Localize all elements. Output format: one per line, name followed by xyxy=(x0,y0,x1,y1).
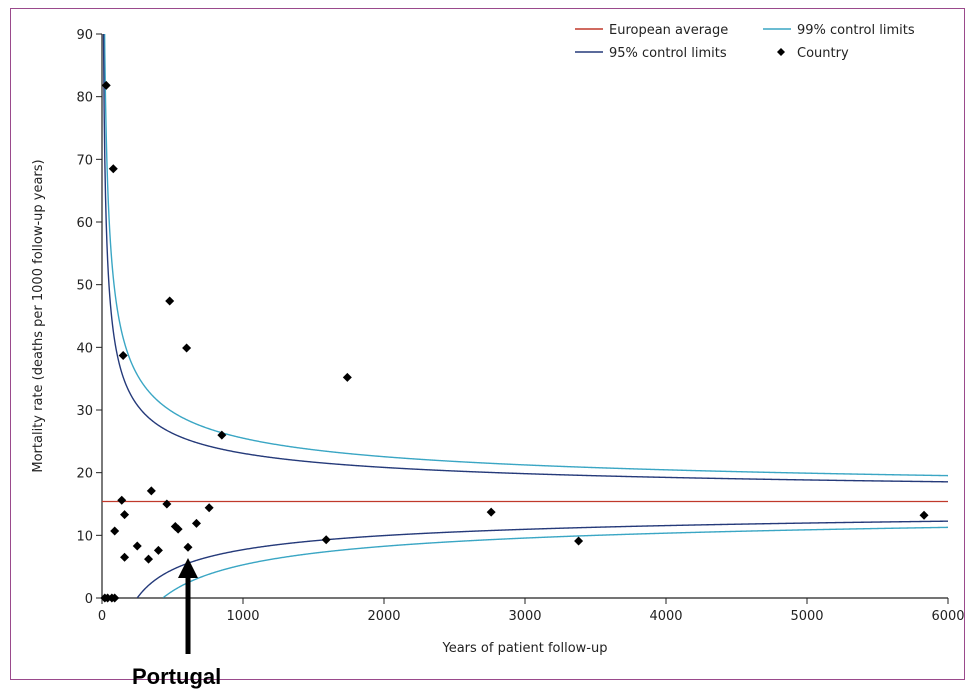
country-point xyxy=(110,526,120,536)
x-tick-label: 5000 xyxy=(790,609,823,624)
arrow-shaft xyxy=(185,575,191,654)
country-point xyxy=(342,372,352,382)
country-point xyxy=(108,164,118,174)
country-point xyxy=(132,541,142,551)
country-point xyxy=(120,552,130,562)
country-point xyxy=(118,350,128,360)
lower-95-limit xyxy=(136,520,948,598)
legend-label: 95% control limits xyxy=(609,46,727,61)
x-tick-label: 4000 xyxy=(649,609,682,624)
legend-swatch xyxy=(777,48,785,56)
legend-label: European average xyxy=(609,23,728,38)
country-point xyxy=(183,542,193,552)
country-point xyxy=(182,343,192,353)
x-axis: 0 1000 2000 3000 4000 5000 6000 xyxy=(98,597,965,624)
upper-95-limit xyxy=(102,34,948,483)
country-point xyxy=(117,495,127,505)
country-point xyxy=(204,503,214,513)
country-point xyxy=(191,518,201,528)
y-tick-label: 20 xyxy=(76,467,93,482)
country-point xyxy=(574,536,584,546)
y-tick-label: 10 xyxy=(76,529,93,544)
portugal-arrow xyxy=(178,558,199,654)
y-axis: 0 10 20 30 40 50 60 70 80 90 xyxy=(76,28,103,607)
country-point xyxy=(919,510,929,520)
x-tick-label: 0 xyxy=(98,609,106,624)
lower-99-limit xyxy=(162,526,948,598)
portugal-annotation: Portugal xyxy=(132,664,222,689)
country-point xyxy=(110,593,120,603)
country-point xyxy=(146,486,156,496)
y-tick-label: 30 xyxy=(76,404,93,419)
y-axis-label: Mortality rate (deaths per 1000 follow-u… xyxy=(31,159,46,472)
legend-label: Country xyxy=(797,46,849,61)
upper-99-limit xyxy=(103,34,948,477)
country-point xyxy=(153,545,163,555)
y-tick-label: 60 xyxy=(76,216,93,231)
x-tick-label: 6000 xyxy=(931,609,964,624)
legend-label: 99% control limits xyxy=(797,23,915,38)
x-tick-label: 1000 xyxy=(226,609,259,624)
y-tick-label: 0 xyxy=(85,592,93,607)
country-point xyxy=(173,524,183,534)
y-tick-label: 70 xyxy=(76,153,93,168)
y-tick-label: 80 xyxy=(76,91,93,106)
x-tick-label: 2000 xyxy=(367,609,400,624)
chart-frame xyxy=(10,8,965,680)
country-point xyxy=(486,507,496,517)
country-point xyxy=(144,554,154,564)
y-tick-label: 90 xyxy=(76,28,93,43)
country-point xyxy=(165,296,175,306)
y-tick-label: 40 xyxy=(76,341,93,356)
control-limit-curves xyxy=(102,34,948,598)
x-tick-label: 3000 xyxy=(508,609,541,624)
country-point xyxy=(101,80,111,90)
arrow-head xyxy=(178,558,199,578)
country-point xyxy=(321,535,331,545)
country-points xyxy=(100,80,929,603)
x-axis-label: Years of patient follow-up xyxy=(441,641,607,656)
country-point xyxy=(217,430,227,440)
country-point xyxy=(162,499,172,509)
country-point xyxy=(120,510,130,520)
legend: European average 99% control limits 95% co… xyxy=(575,23,915,61)
y-tick-label: 50 xyxy=(76,279,93,294)
